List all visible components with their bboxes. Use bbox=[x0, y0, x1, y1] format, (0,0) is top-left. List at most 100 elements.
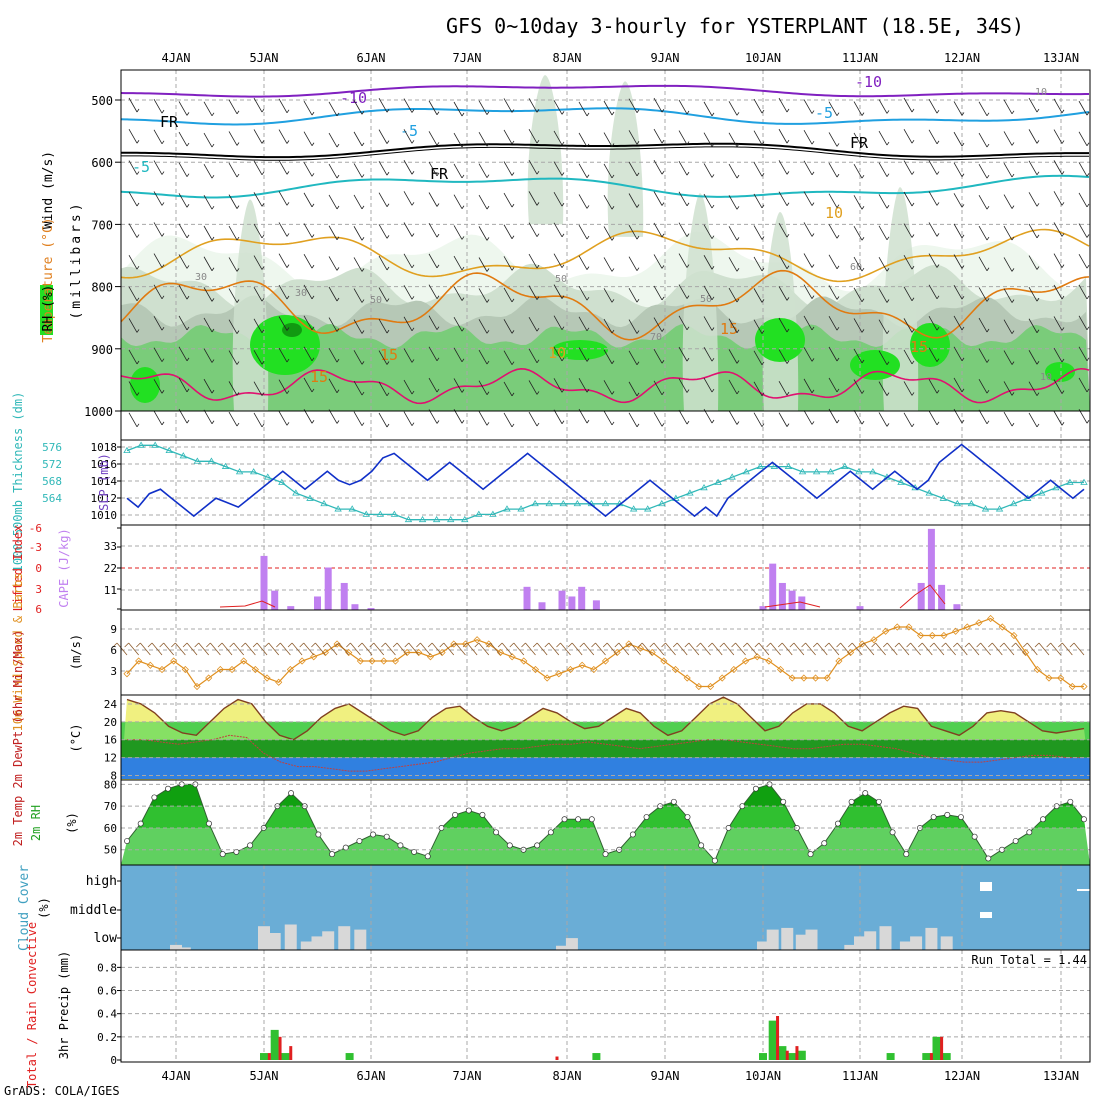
contour-10 bbox=[120, 228, 1090, 283]
wind-barb bbox=[903, 223, 915, 238]
wind-barb bbox=[678, 191, 690, 207]
wind-barb bbox=[753, 288, 765, 303]
cape-bar-14 bbox=[759, 606, 767, 610]
cape-bar-6 bbox=[351, 604, 359, 610]
rh-point-27 bbox=[493, 829, 500, 836]
thickness-point-18 bbox=[376, 510, 385, 517]
wind-barb bbox=[828, 377, 840, 393]
wind-barb bbox=[778, 160, 790, 175]
wind-barb bbox=[328, 347, 340, 363]
wind-barb bbox=[378, 160, 390, 176]
wind10-point-24 bbox=[403, 648, 411, 657]
wind-barb bbox=[978, 163, 990, 179]
wind-barb bbox=[503, 256, 515, 271]
cloud-bar-20 bbox=[879, 926, 892, 950]
wind-barb bbox=[128, 254, 140, 270]
wind-barb bbox=[1028, 160, 1040, 176]
wind-tick-1: 6 bbox=[110, 644, 117, 657]
wind-barb bbox=[1053, 253, 1065, 268]
cape-bar-12 bbox=[578, 586, 586, 610]
precip-total-bar-5 bbox=[759, 1053, 767, 1060]
wind-barb bbox=[803, 222, 815, 237]
top-date-4: 8JAN bbox=[553, 51, 582, 65]
wind10-point-39 bbox=[578, 661, 586, 669]
wind-barb bbox=[428, 100, 440, 115]
wind10-barb-22 bbox=[369, 642, 385, 656]
wind-barb bbox=[178, 101, 190, 116]
rh-point-12 bbox=[288, 790, 295, 797]
wind-barb bbox=[928, 315, 940, 331]
wind-barb bbox=[878, 162, 890, 177]
wind-barb bbox=[128, 191, 140, 207]
cape-bar-23 bbox=[953, 604, 961, 610]
wind10-barb-66 bbox=[882, 642, 898, 656]
wind-barb bbox=[403, 191, 415, 206]
wind-barb bbox=[828, 132, 840, 147]
rh-point-46 bbox=[752, 785, 759, 792]
rh-point-33 bbox=[575, 816, 582, 823]
wind-barb bbox=[703, 377, 715, 393]
wind-barb bbox=[653, 222, 665, 238]
wind-barb bbox=[1003, 131, 1015, 146]
wind-barb bbox=[503, 412, 515, 428]
wind-barb bbox=[853, 163, 865, 179]
rh-blob-5 bbox=[1045, 362, 1075, 382]
wind-barb bbox=[278, 129, 290, 144]
wind-barb bbox=[1053, 316, 1065, 331]
wind-barb bbox=[953, 284, 965, 300]
wind-barb bbox=[528, 128, 540, 144]
wind10-point-62 bbox=[847, 648, 855, 657]
wind-barb bbox=[253, 97, 265, 113]
wind-barb bbox=[1028, 381, 1040, 396]
rh-band-60 bbox=[121, 784, 1090, 828]
cape-bar-18 bbox=[798, 596, 806, 610]
wind10-point-76 bbox=[1010, 631, 1018, 640]
wind10-point-41 bbox=[601, 657, 610, 665]
rh-point-21 bbox=[411, 848, 418, 855]
wind-barb bbox=[1028, 223, 1040, 239]
precip-conv-bar-6 bbox=[795, 1046, 799, 1060]
wind-barb bbox=[703, 132, 715, 147]
wind-barb bbox=[678, 378, 690, 393]
wind-barb bbox=[753, 381, 765, 397]
wind10-point-13 bbox=[275, 678, 283, 686]
wind-barb bbox=[128, 160, 140, 175]
thickness-point-38 bbox=[658, 499, 666, 507]
cloud-bar-12 bbox=[757, 941, 769, 950]
wind-barb bbox=[578, 101, 590, 117]
wind-barb bbox=[478, 100, 490, 115]
bottom-date-5: 9JAN bbox=[651, 1069, 680, 1083]
wind-barb bbox=[853, 101, 865, 116]
wind-barb bbox=[728, 410, 740, 425]
contour-freezing-b bbox=[120, 146, 1090, 161]
rh-point-51 bbox=[821, 840, 828, 847]
wind-barb bbox=[453, 347, 465, 363]
wind-barb bbox=[378, 381, 390, 397]
wind-barb bbox=[528, 411, 540, 427]
cloud-unit: (%) bbox=[37, 897, 51, 919]
wind10-point-68 bbox=[917, 631, 925, 640]
wind-barb bbox=[803, 160, 815, 176]
wind-barb bbox=[753, 319, 765, 334]
thickness-point-4 bbox=[179, 452, 188, 459]
wind10-barb-13 bbox=[264, 642, 280, 656]
wind-barb bbox=[1028, 286, 1040, 302]
wind10-barb-25 bbox=[404, 642, 420, 656]
slp-label: SLP (mb) bbox=[97, 453, 111, 511]
wind-barb bbox=[578, 194, 590, 209]
wind-barb bbox=[678, 253, 690, 268]
rh-point-3 bbox=[165, 785, 171, 792]
wind-barb bbox=[353, 288, 365, 303]
wind-barb bbox=[503, 319, 515, 334]
cape-tick-1: 22 bbox=[104, 562, 117, 575]
wind-barb bbox=[778, 128, 790, 144]
cape-bar-19 bbox=[856, 606, 864, 610]
contour-label-16: 50 bbox=[370, 295, 382, 306]
contour-label-22: 10 bbox=[1040, 372, 1052, 383]
precip-conv-bar-5 bbox=[785, 1050, 789, 1060]
wind-barb bbox=[903, 254, 915, 270]
thickness-point-27 bbox=[503, 505, 511, 512]
wind-barb bbox=[428, 377, 440, 393]
wind-barb bbox=[578, 255, 590, 270]
wind-barb bbox=[303, 162, 315, 177]
